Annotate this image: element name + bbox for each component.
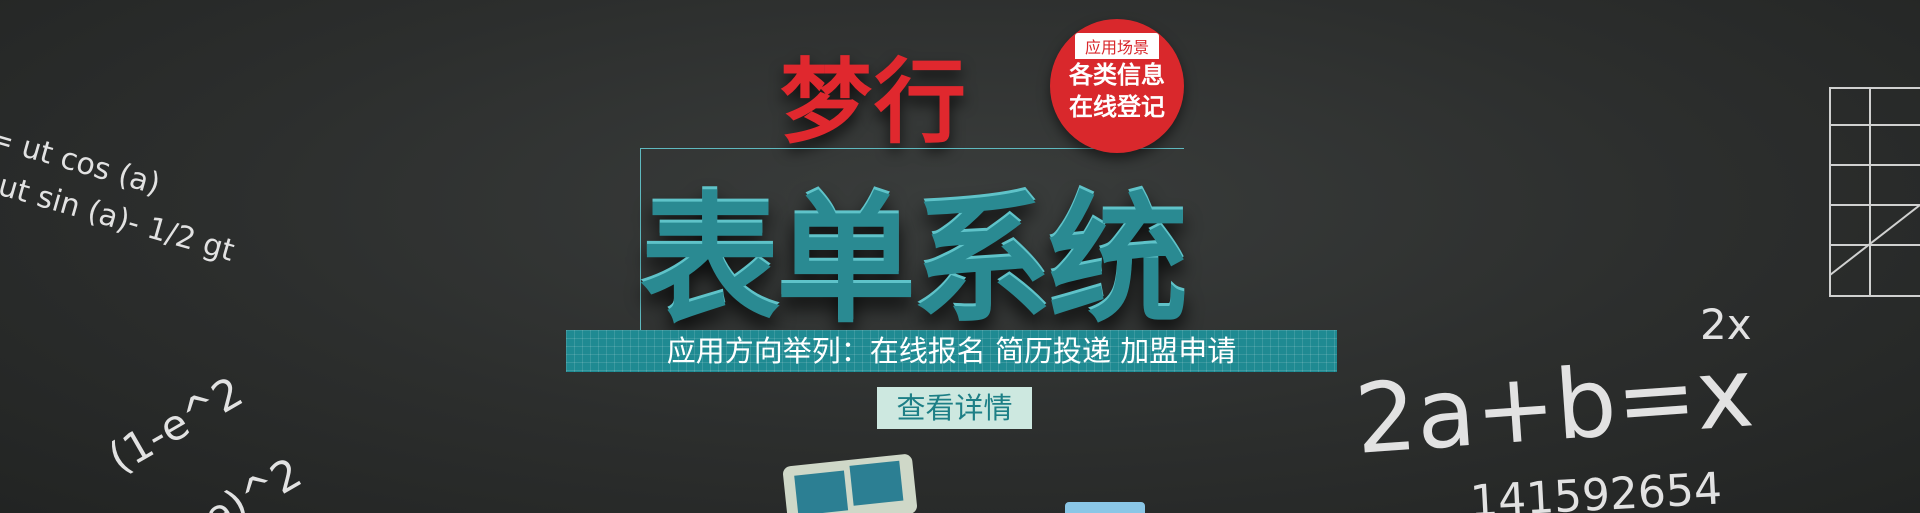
badge-tag: 应用场景	[1074, 33, 1159, 59]
brand: 梦行	[780, 49, 969, 156]
details-button[interactable]: 查看详情	[877, 387, 1032, 429]
decoration	[783, 454, 917, 513]
decoration	[1065, 502, 1145, 513]
usage-strip: 应用方向举列：在线报名 简历投递 加盟申请	[566, 330, 1337, 372]
badge-line: 各类信息	[1069, 61, 1165, 89]
chalk-formula: 2a+b=x	[1351, 336, 1757, 476]
title: 表单系统	[640, 148, 1188, 350]
badge: 应用场景 各类信息 在线登记	[1050, 19, 1184, 153]
chalk-formula: e)^2	[195, 447, 310, 513]
chalk-grid	[1829, 87, 1920, 297]
chalk-formula: (1-e^2	[100, 366, 251, 483]
badge-line: 在线登记	[1069, 93, 1165, 121]
chalk-formula: 2x	[1700, 300, 1752, 349]
chalk-formula: 141592654	[1468, 463, 1724, 513]
